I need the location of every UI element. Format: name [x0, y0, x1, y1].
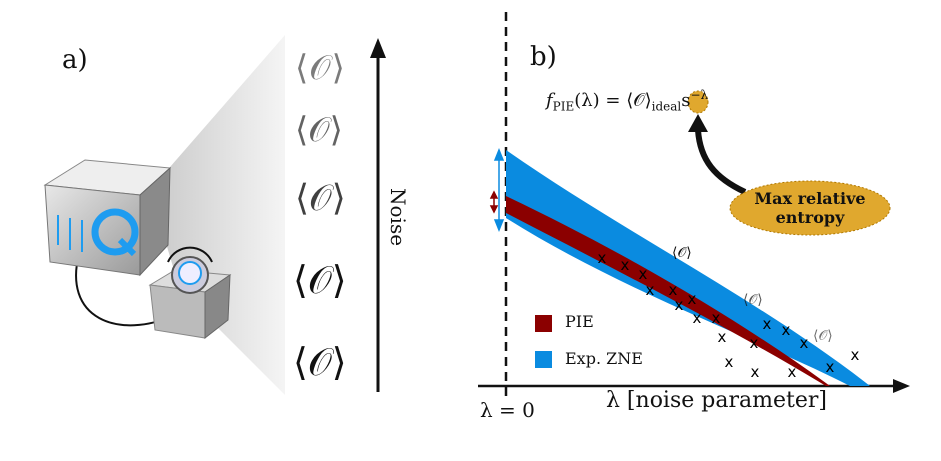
point-label-2: ⟨𝒪⟩: [743, 292, 763, 308]
callout-arrow: [695, 129, 747, 195]
operator-noisiest: ⟨𝒪⟩: [295, 48, 346, 88]
formula-base: s: [681, 90, 691, 111]
data-point-marker: x: [718, 328, 727, 346]
data-point-marker: x: [725, 353, 734, 371]
data-point-marker: x: [639, 265, 648, 283]
data-point-marker: x: [693, 309, 702, 327]
data-point-marker: x: [598, 249, 607, 267]
pie-band: [506, 196, 830, 386]
panel-b-label: b): [530, 42, 557, 72]
lambda-zero-label: λ = 0: [480, 398, 535, 422]
legend-swatch-zne: [535, 351, 552, 368]
x-axis-arrowhead: [893, 379, 910, 393]
data-point-marker: x: [851, 346, 860, 364]
data-point-marker: x: [782, 321, 791, 339]
callout-arrowhead: [688, 114, 708, 132]
data-point-marker: x: [669, 281, 678, 299]
magnification-funnel: [150, 35, 285, 395]
entropy-highlight: [687, 90, 709, 114]
data-point-marker: x: [751, 363, 760, 381]
operator-clean: ⟨𝒪⟩: [293, 340, 347, 384]
panel-a-label: a): [62, 45, 88, 75]
data-point-marker: x: [750, 334, 759, 352]
formula: fPIE(λ) = ⟨𝒪⟩ideals−λ: [546, 88, 708, 114]
formula-f: f: [546, 90, 553, 111]
formula-exp: −λ: [690, 88, 709, 102]
noise-knob-icon: [148, 246, 232, 340]
legend-swatch-pie: [535, 315, 552, 332]
formula-ideal: ideal: [651, 99, 682, 114]
callout-text: Max relative entropy: [754, 189, 866, 227]
formula-sub: PIE: [552, 99, 575, 114]
zne-error-bar: [493, 147, 505, 233]
data-point-marker: x: [675, 296, 684, 314]
operator-low-noise: ⟨𝒪⟩: [293, 258, 347, 302]
formula-rest: (λ) = ⟨𝒪⟩: [574, 90, 652, 111]
operator-medium: ⟨𝒪⟩: [295, 178, 346, 219]
legend-label-zne: Exp. ZNE: [565, 349, 643, 368]
data-point-marker: x: [688, 290, 697, 308]
point-label-1: ⟨𝒪⟩: [672, 245, 692, 261]
data-point-marker: x: [800, 334, 809, 352]
legend-label-pie: PIE: [565, 312, 594, 331]
point-label-3: ⟨𝒪⟩: [813, 328, 833, 344]
operator-noisy: ⟨𝒪⟩: [295, 110, 343, 150]
zne-band: [506, 150, 870, 386]
data-point-marker: x: [788, 363, 797, 381]
noise-axis-label: Noise: [386, 188, 410, 247]
noise-arrowhead: [370, 38, 386, 58]
callout-bubble: [729, 180, 891, 236]
x-axis-label: λ [noise parameter]: [606, 388, 827, 413]
data-point-marker: x: [712, 309, 721, 327]
data-point-marker: x: [646, 281, 655, 299]
data-point-marker: x: [763, 315, 772, 333]
quantum-computer-cube-icon: [43, 159, 172, 277]
pie-error-bar: [489, 190, 499, 214]
data-point-marker: x: [826, 358, 835, 376]
data-point-marker: x: [621, 256, 630, 274]
